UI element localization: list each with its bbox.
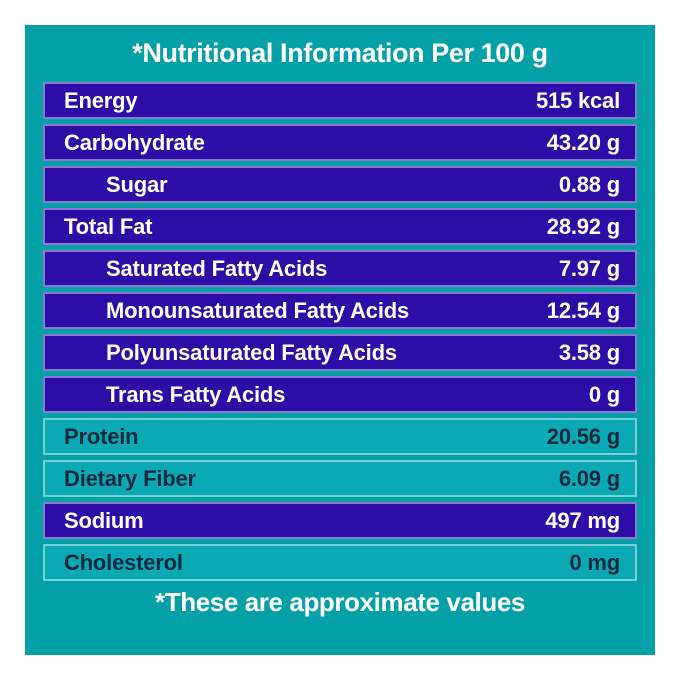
row-label: Polyunsaturated Fatty Acids [106,339,397,365]
row-value: 12.54 g [546,297,620,323]
row-label: Sodium [64,507,144,533]
row-value: 7.97 g [558,255,620,281]
table-row: Saturated Fatty Acids 7.97 g [43,250,637,287]
row-label: Sugar [106,171,168,197]
row-value: 497 mg [545,507,620,533]
nutrition-rows: Energy 515 kcal Carbohydrate 43.20 g Sugar 0.… [25,82,655,581]
table-row: Energy 515 kcal [43,82,637,119]
row-label: Cholesterol [64,549,183,575]
table-row: Polyunsaturated Fatty Acids 3.58 g [43,334,637,371]
row-value: 6.09 g [558,465,620,491]
row-value: 3.58 g [558,339,620,365]
panel-title: *Nutritional Information Per 100 g [132,38,548,68]
row-label: Dietary Fiber [64,465,196,491]
table-row: Carbohydrate 43.20 g [43,124,637,161]
row-label: Saturated Fatty Acids [106,255,328,281]
row-label: Monounsaturated Fatty Acids [106,297,410,323]
panel-footer: *These are approximate values [155,587,525,617]
row-label: Energy [64,87,138,113]
table-row: Monounsaturated Fatty Acids 12.54 g [43,292,637,329]
row-value: 20.56 g [546,423,620,449]
row-value: 0 g [588,381,620,407]
table-row: Cholesterol 0 mg [43,544,637,581]
row-value: 28.92 g [546,213,620,239]
table-row: Sugar 0.88 g [43,166,637,203]
table-row: Dietary Fiber 6.09 g [43,460,637,497]
row-label: Protein [64,423,139,449]
nutrition-panel: *Nutritional Information Per 100 g Energ… [25,25,655,655]
row-value: 0 mg [569,549,620,575]
table-row: Trans Fatty Acids 0 g [43,376,637,413]
row-label: Trans Fatty Acids [106,381,286,407]
table-row: Total Fat 28.92 g [43,208,637,245]
table-row: Protein 20.56 g [43,418,637,455]
row-label: Total Fat [64,213,153,239]
row-value: 0.88 g [558,171,620,197]
row-value: 515 kcal [535,87,620,113]
row-value: 43.20 g [546,129,620,155]
table-row: Sodium 497 mg [43,502,637,539]
row-label: Carbohydrate [64,129,205,155]
